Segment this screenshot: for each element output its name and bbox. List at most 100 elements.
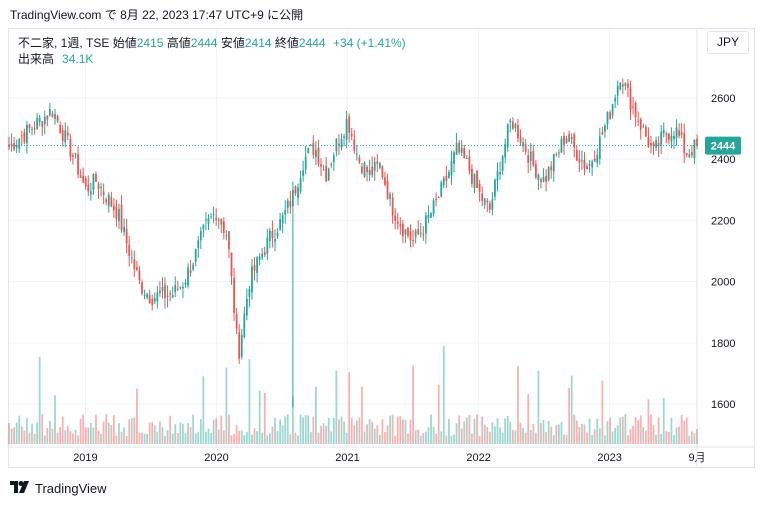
candle-body (276, 233, 279, 237)
volume-bar (675, 427, 678, 444)
volume-bar (478, 435, 481, 444)
volume-bar (184, 433, 187, 444)
volume-bar (468, 414, 471, 444)
volume-bar (89, 423, 92, 444)
volume-bar (266, 435, 269, 444)
volume-bar (609, 417, 611, 444)
volume-bar (133, 417, 136, 444)
candle-body (202, 224, 205, 230)
candle-body (125, 228, 128, 244)
candle-body (532, 151, 535, 166)
volume-bar (504, 418, 507, 444)
time-tick-label: 2019 (73, 452, 97, 464)
volume-row: 出来高 34.1K (18, 51, 406, 67)
candle-body (151, 298, 154, 306)
volume-bar (404, 419, 407, 444)
candle-body (156, 292, 159, 302)
candle-body (550, 166, 553, 171)
volume-bar (440, 431, 443, 444)
volume-bar (524, 432, 527, 444)
candle-body (251, 266, 253, 293)
candle-body (87, 184, 90, 192)
candle-body (92, 174, 95, 191)
candle-body (286, 200, 289, 208)
candle-body (552, 154, 555, 172)
volume-bar (399, 415, 402, 444)
candle-body (573, 133, 576, 148)
volume-bar (430, 414, 432, 444)
volume-bar (120, 432, 123, 444)
volume-bar (110, 425, 113, 444)
candle-body (435, 198, 438, 200)
volume-bar (253, 428, 256, 444)
candle-body (465, 158, 468, 160)
volume-bar (685, 417, 688, 444)
candle-body (61, 129, 64, 141)
candle-body (683, 133, 686, 153)
volume-bar (192, 414, 195, 444)
volume-bar (384, 432, 386, 444)
candle-body (629, 88, 632, 110)
volume-bar (130, 418, 133, 444)
volume-bar (274, 417, 276, 444)
candle-body (378, 163, 381, 168)
candle-body (440, 182, 443, 197)
volume-bar (593, 429, 596, 444)
volume-bar (655, 434, 657, 444)
volume-bar (271, 426, 274, 444)
candle-body (253, 264, 256, 271)
volume-bar (141, 432, 143, 444)
volume-bar (258, 390, 261, 444)
volume-bar (217, 429, 220, 444)
volume-bar (690, 431, 693, 444)
volume-bar (102, 421, 105, 444)
volume-bar (545, 432, 547, 444)
candle-body (409, 231, 412, 241)
candle-body (491, 199, 494, 210)
chart-frame (8, 28, 755, 468)
price-tick-label: 2200 (711, 215, 735, 227)
volume-bar (245, 432, 248, 444)
volume-bar (156, 431, 159, 444)
candle-body (230, 252, 233, 277)
volume-bar (95, 414, 97, 444)
candle-body (49, 109, 51, 116)
volume-bar (670, 417, 673, 444)
volume-bar (378, 434, 381, 444)
candle-body (675, 127, 678, 138)
volume-bar (581, 423, 583, 444)
volume-bar (583, 424, 586, 444)
currency-button[interactable]: JPY (707, 31, 749, 54)
candle-body (373, 162, 376, 171)
volume-bar (414, 430, 417, 444)
volume-bar (182, 423, 184, 444)
candle-body (263, 252, 266, 256)
candle-body (417, 228, 420, 235)
candle-body (312, 142, 315, 155)
volume-bar (123, 427, 125, 444)
volume-bar (476, 414, 478, 444)
volume-bar (28, 432, 31, 444)
volume-bar (112, 415, 115, 444)
candle-body (97, 184, 100, 189)
candle-body (174, 284, 177, 293)
chart-header: TradingView.com で 8月 22, 2023 17:47 UTC+… (10, 6, 303, 23)
candle-body (355, 153, 358, 155)
candle-body (450, 161, 453, 176)
volume-bar (176, 433, 179, 444)
candle-body (371, 166, 374, 176)
candle-body (611, 104, 614, 116)
candle-body (153, 298, 156, 302)
volume-bar (210, 432, 212, 444)
volume-bar (279, 419, 281, 444)
time-tick-label: 2020 (204, 452, 228, 464)
candle-body (517, 125, 519, 139)
candle-body (522, 142, 524, 147)
volume-bar (491, 422, 494, 444)
volume-bar (488, 431, 491, 444)
volume-bar (394, 435, 397, 444)
candle-body (358, 157, 361, 163)
candle-body (642, 126, 645, 128)
candle-body (10, 143, 13, 146)
